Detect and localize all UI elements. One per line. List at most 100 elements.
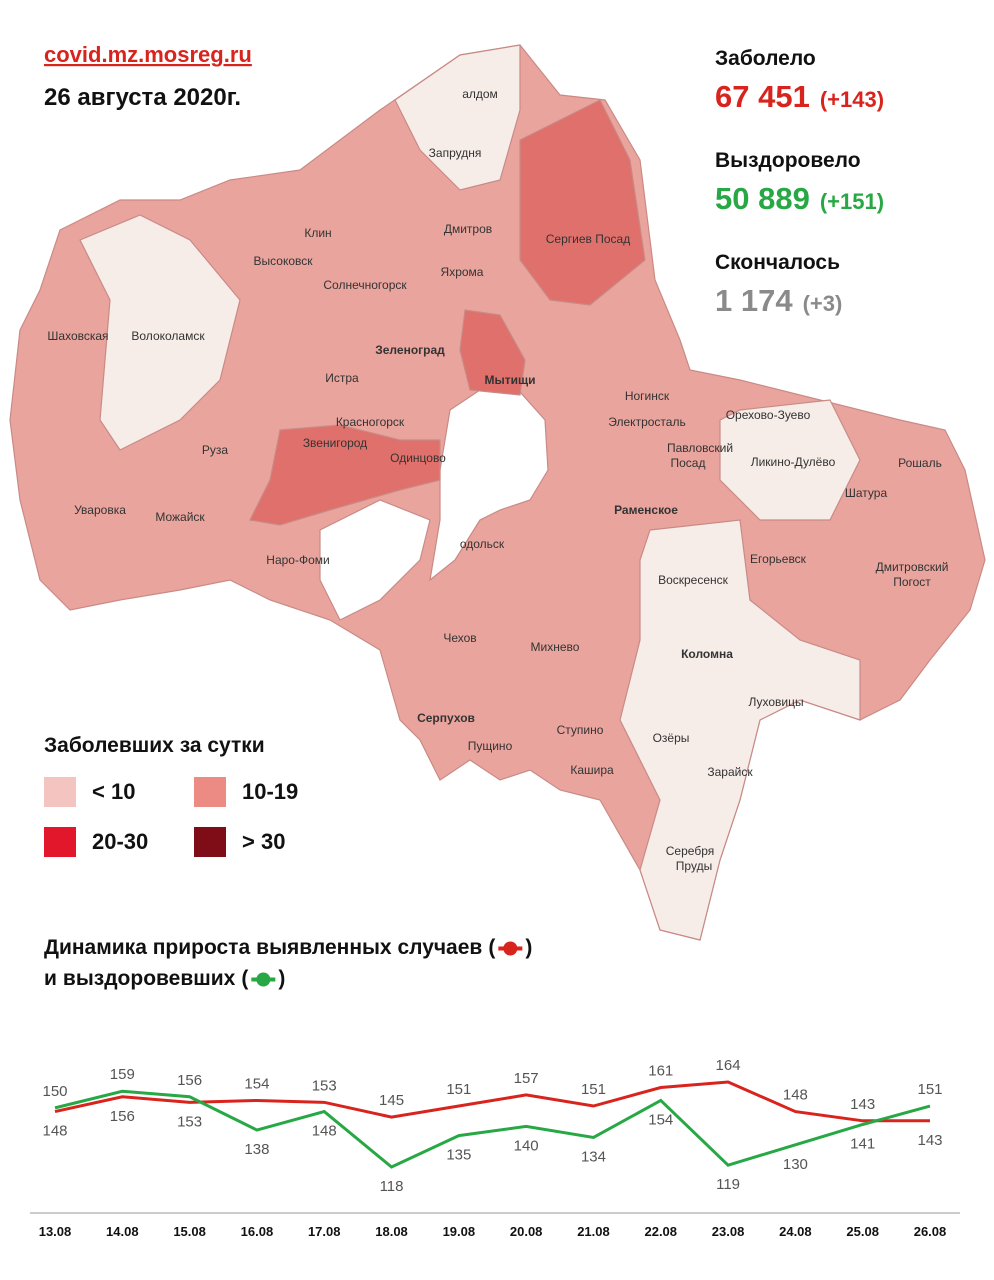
data-label: 153 xyxy=(177,1113,202,1130)
paren: ( xyxy=(488,936,495,959)
map-label: Шаховская xyxy=(47,329,108,343)
x-tick-label: 17.08 xyxy=(308,1224,341,1239)
data-label: 151 xyxy=(581,1081,606,1098)
x-tick-label: 13.08 xyxy=(39,1224,72,1239)
paren: ( xyxy=(241,967,248,990)
stat-label: Заболело xyxy=(715,47,816,70)
data-label: 134 xyxy=(581,1148,606,1165)
map xyxy=(9,44,986,941)
map-label: Пущино xyxy=(468,739,513,753)
data-label: 151 xyxy=(446,1081,471,1098)
data-label: 153 xyxy=(312,1077,337,1094)
stat-delta: (+3) xyxy=(803,291,843,316)
stat-delta: (+143) xyxy=(820,87,884,112)
x-tick-label: 19.08 xyxy=(443,1224,476,1239)
map-label: Волоколамск xyxy=(131,329,205,343)
map-label: Руза xyxy=(202,443,229,457)
map-label: Орехово-Зуево xyxy=(726,408,811,422)
map-label: Одинцово xyxy=(390,451,446,465)
date: 26 августа 2020г. xyxy=(44,84,241,111)
data-label: 156 xyxy=(110,1108,135,1125)
map-label: Ступино xyxy=(557,723,604,737)
data-label: 159 xyxy=(110,1066,135,1083)
map-label: Раменское xyxy=(614,503,678,517)
map-label: Ногинск xyxy=(625,389,670,403)
legend-label: 20-30 xyxy=(92,829,148,854)
paren: ) xyxy=(278,967,285,990)
x-tick-label: 23.08 xyxy=(712,1224,745,1239)
stat-label: Выздоровело xyxy=(715,149,861,172)
data-label: 143 xyxy=(850,1096,875,1113)
map-label: Дмитров xyxy=(444,222,492,236)
data-label: 119 xyxy=(716,1176,740,1193)
map-label: Серпухов xyxy=(417,711,475,725)
region-light xyxy=(719,399,861,521)
map-label: Посад xyxy=(671,456,706,470)
paren: ) xyxy=(525,936,532,959)
data-label: 150 xyxy=(42,1083,67,1100)
stats: Заболело 67 451 (+143) Выздоровело 50 889 (+1… xyxy=(715,47,884,318)
data-label: 148 xyxy=(783,1087,808,1104)
x-tick-label: 25.08 xyxy=(846,1224,879,1239)
data-label: 156 xyxy=(177,1072,202,1089)
data-label: 145 xyxy=(379,1092,404,1109)
source: covid.mz.mosreg.ru xyxy=(44,42,252,67)
x-tick-label: 15.08 xyxy=(173,1224,206,1239)
map-label: Сергиев Посад xyxy=(546,232,630,246)
data-label: 151 xyxy=(917,1081,942,1098)
map-label: Истра xyxy=(325,371,359,385)
data-label: 148 xyxy=(42,1123,67,1140)
map-label: Пруды xyxy=(676,859,712,873)
map-label: Павловский xyxy=(667,441,733,455)
legend-title: Заболевших за сутки xyxy=(44,734,265,757)
x-tick-label: 18.08 xyxy=(375,1224,408,1239)
stat-value: 1 174 (+3) xyxy=(715,283,842,318)
map-label: Мытищи xyxy=(485,373,536,387)
stat-delta: (+151) xyxy=(820,189,884,214)
region-light xyxy=(619,519,861,941)
map-label: одольск xyxy=(460,537,505,551)
x-tick-label: 22.08 xyxy=(644,1224,677,1239)
data-label: 161 xyxy=(648,1063,673,1080)
region-light xyxy=(79,214,241,451)
map-label: Уваровка xyxy=(74,503,126,517)
map-label: Михнево xyxy=(531,640,580,654)
data-label: 143 xyxy=(917,1132,942,1149)
legend-label: > 30 xyxy=(242,829,285,854)
legend-swatch xyxy=(44,827,76,857)
map-label: Егорьевск xyxy=(750,552,807,566)
stat-value: 50 889 (+151) xyxy=(715,181,884,216)
stat-number: 67 451 xyxy=(715,79,810,114)
data-label: 140 xyxy=(514,1137,539,1154)
map-label: Ликино-Дулёво xyxy=(751,455,836,469)
data-label: 135 xyxy=(446,1147,471,1164)
map-label: Шатура xyxy=(845,486,888,500)
map-label: Красногорск xyxy=(336,415,405,429)
map-label: Запрудня xyxy=(429,146,482,160)
map-label: Зеленоград xyxy=(375,343,445,357)
x-tick-label: 24.08 xyxy=(779,1224,812,1239)
stat-value: 67 451 (+143) xyxy=(715,79,884,114)
legend-name: выявленных случаев xyxy=(256,936,482,959)
legend: < 10 10-19 20-30 > 30 xyxy=(44,777,298,857)
map-label: Высоковск xyxy=(254,254,314,268)
map-label: Можайск xyxy=(155,510,205,524)
region-dark xyxy=(459,309,526,396)
chart-title: и выздоровевших() xyxy=(44,967,285,990)
map-label: алдом xyxy=(462,87,498,101)
map-label: Солнечногорск xyxy=(323,278,407,292)
map-label: Клин xyxy=(304,226,331,240)
map-label: Кашира xyxy=(570,763,614,777)
chart-title: Динамика прироста выявленных случаев () xyxy=(44,936,532,959)
data-label: 130 xyxy=(783,1156,808,1173)
data-label: 141 xyxy=(850,1136,875,1153)
map-label: Электросталь xyxy=(608,415,685,429)
map-label: Воскресенск xyxy=(658,573,729,587)
x-tick-label: 26.08 xyxy=(914,1224,947,1239)
legend-name: выздоровевших xyxy=(63,967,236,990)
map-label: Зарайск xyxy=(707,765,753,779)
map-label: Рошаль xyxy=(898,456,942,470)
legend-label: 10-19 xyxy=(242,779,298,804)
